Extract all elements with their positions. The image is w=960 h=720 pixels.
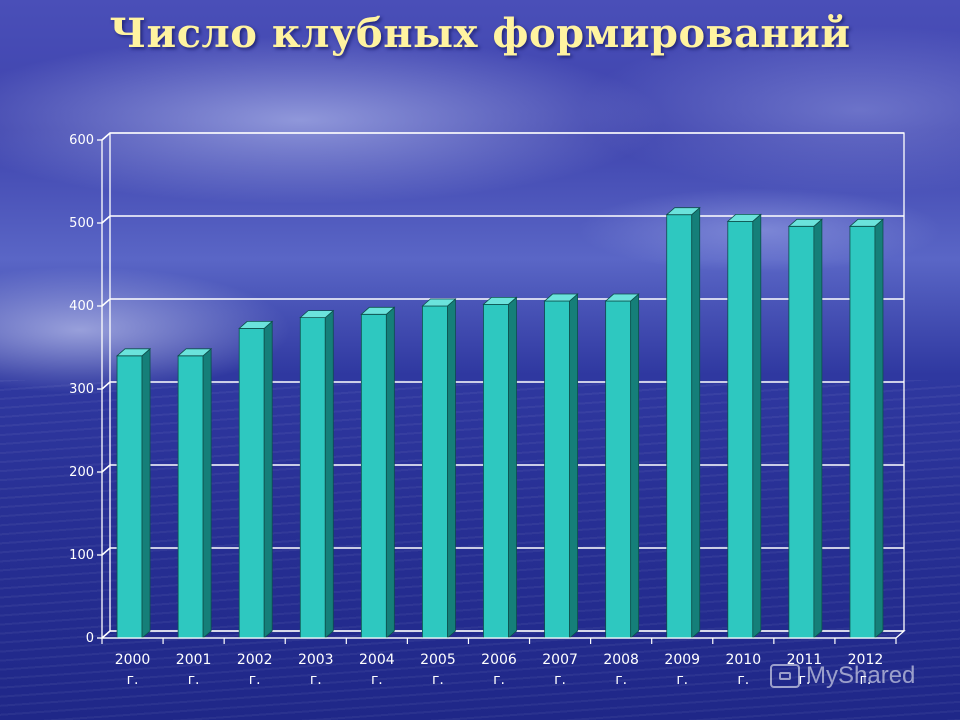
x-tick-label-line: 2012 <box>848 652 884 668</box>
y-tick-label: 600 <box>69 133 94 148</box>
bar-side <box>630 293 640 639</box>
bar-side <box>508 296 517 639</box>
bar-side <box>385 306 395 639</box>
x-tick-label-line: 2010 <box>725 652 761 668</box>
bar-side <box>324 309 334 639</box>
bar-top <box>115 348 152 357</box>
y-tick-label: 100 <box>69 548 94 563</box>
x-tick-label-line: г. <box>554 672 566 688</box>
x-tick-label-line: 2000 <box>115 652 151 668</box>
bar-side <box>874 218 884 639</box>
watermark: MyShared <box>770 662 915 690</box>
bar <box>605 300 632 639</box>
x-tick-label-line: 2003 <box>298 652 334 668</box>
x-tick-label: 2012 г. <box>848 652 884 688</box>
bar-top <box>238 321 274 329</box>
bar-top <box>848 218 885 227</box>
x-tick-label-line: г. <box>798 672 810 688</box>
bar <box>422 305 448 639</box>
bar-top <box>299 310 335 319</box>
x-tick-label-line: 2009 <box>664 652 700 668</box>
y-tick-label: 500 <box>69 216 94 231</box>
x-tick-label-line: 2006 <box>481 652 517 668</box>
x-tick-label: 2001 г. <box>176 652 212 688</box>
x-tick-label-line: 2007 <box>542 652 578 668</box>
x-tick-label-line: г. <box>860 672 872 688</box>
watermark-text: MyShared <box>806 662 916 689</box>
x-tick-label-line: 2005 <box>420 652 456 668</box>
y-tick-label: 0 <box>86 631 94 646</box>
x-tick-label: 2009 г. <box>664 652 700 688</box>
bar <box>727 220 754 639</box>
y-axis <box>101 132 111 638</box>
presentation-icon <box>770 664 800 688</box>
bar-side <box>569 293 578 639</box>
x-tick-label-line: г. <box>249 672 261 688</box>
bar-side <box>813 218 823 639</box>
x-tick-label-line: 2002 <box>237 652 273 668</box>
x-tick-label: 2002 г. <box>237 652 273 688</box>
bar-side <box>141 347 151 639</box>
bar <box>544 300 570 639</box>
bar <box>360 313 387 639</box>
bar-side <box>752 213 762 639</box>
gridline <box>101 132 904 141</box>
bar <box>116 355 143 639</box>
bar-top <box>177 348 213 357</box>
bar-top <box>665 207 701 216</box>
bar <box>788 225 815 639</box>
x-tick-label-line: г. <box>371 672 383 688</box>
y-tick-label: 200 <box>69 465 94 480</box>
x-tick-label-line: 2001 <box>176 652 212 668</box>
x-tick-label: 2003 г. <box>298 652 334 688</box>
x-tick-label: 2004 г. <box>359 652 395 688</box>
bar <box>483 303 509 639</box>
x-tick-label-line: г. <box>676 672 688 688</box>
bar-top <box>787 218 823 227</box>
bar-side <box>691 206 701 639</box>
bar-side <box>263 320 273 639</box>
bar-top <box>360 306 396 315</box>
bar <box>177 355 204 639</box>
slide-title: Число клубных формирований <box>109 10 851 57</box>
x-tick-label: 2010 г. <box>725 652 761 688</box>
x-tick-label: 2006 г. <box>481 652 517 688</box>
x-tick-label-line: 2008 <box>603 652 639 668</box>
bar-top <box>543 293 579 302</box>
x-tick-label-line: г. <box>188 672 200 688</box>
bar-top <box>482 296 518 305</box>
bar-top <box>604 293 640 302</box>
gridline <box>101 215 904 224</box>
x-tick-label: 2008 г. <box>603 652 639 688</box>
x-tick-label-line: 2004 <box>359 652 395 668</box>
x-tick-label-line: г. <box>615 672 627 688</box>
bar <box>666 214 693 639</box>
x-tick-label-line: г. <box>127 672 139 688</box>
bar-top <box>726 213 762 222</box>
bar <box>238 328 265 639</box>
x-tick-label: 2000 г. <box>115 652 151 688</box>
x-tick-label-line: г. <box>737 672 749 688</box>
x-tick-label: 2005 г. <box>420 652 456 688</box>
x-tick-label-line: г. <box>432 672 444 688</box>
bar-side <box>447 298 456 639</box>
x-tick-label-line: г. <box>310 672 322 688</box>
y-tick-label: 300 <box>69 382 94 397</box>
x-tick-label-line: г. <box>493 672 505 688</box>
bar-side <box>202 347 212 639</box>
bar <box>849 225 876 639</box>
bar <box>299 317 326 639</box>
x-tick-label: 2007 г. <box>542 652 578 688</box>
y-tick-label: 400 <box>69 299 94 314</box>
bar-top <box>421 298 457 307</box>
